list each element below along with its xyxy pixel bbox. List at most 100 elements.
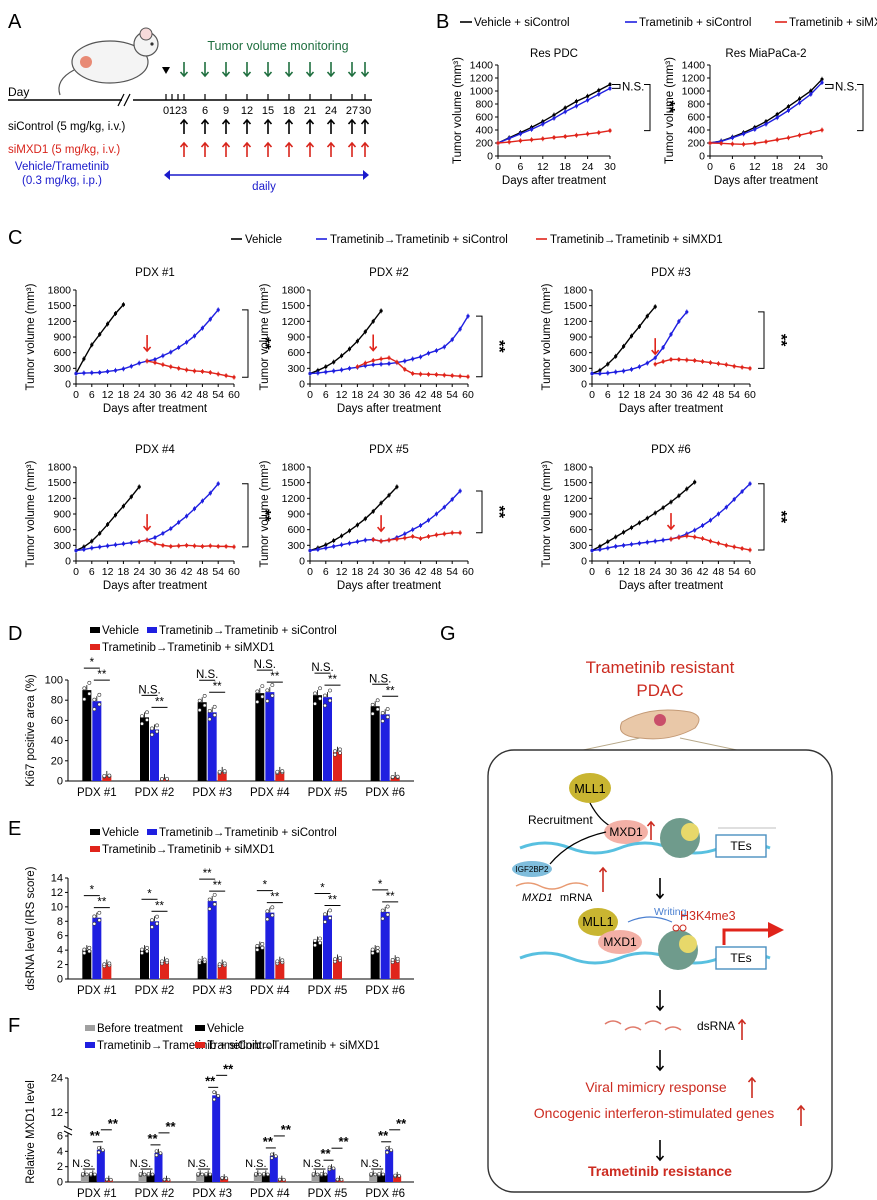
- data-dot: [313, 938, 317, 943]
- sig-label: *: [263, 880, 268, 892]
- data-dot: [328, 688, 332, 693]
- y-tick-label: 0: [581, 379, 587, 391]
- data-dot: [270, 1156, 274, 1160]
- y-tick-label: 60: [51, 715, 63, 727]
- data-dot: [140, 721, 144, 726]
- y-tick-label: 300: [569, 540, 587, 552]
- simxd1-arrow: [179, 141, 189, 148]
- bar: [380, 911, 390, 979]
- sicontrol-arrow: [221, 118, 231, 125]
- x-tick-label: 24: [649, 389, 661, 401]
- y-tick-label: 300: [569, 363, 587, 375]
- bar: [323, 697, 332, 781]
- data-dot: [328, 916, 332, 920]
- x-tick-label: 30: [665, 389, 677, 401]
- data-dot: [197, 958, 202, 963]
- sig-label: N.S.: [196, 669, 218, 681]
- sig-label: **: [256, 509, 273, 522]
- x-tick-label: 6: [323, 389, 329, 401]
- mxd1-label: MXD1: [603, 935, 637, 949]
- y-tick-label: 400: [687, 125, 705, 137]
- y-tick-label: 0: [581, 556, 587, 568]
- legend-label: Before treatment: [97, 1023, 183, 1035]
- x-tick-label: 48: [713, 389, 725, 401]
- panel-letter-e: E: [8, 818, 21, 840]
- day-number: 27: [346, 105, 358, 117]
- ns-bracket: [612, 84, 621, 89]
- x-tick-label: 18: [118, 566, 130, 578]
- flow-arrow: [655, 1155, 665, 1162]
- legend-label: Trametinib→Trametinib + siControl: [159, 625, 337, 637]
- bar: [269, 1155, 278, 1182]
- sig-label: **: [97, 669, 106, 681]
- legend-label: Vehicle: [207, 1023, 244, 1035]
- bar: [369, 1174, 378, 1182]
- sig-label: N.S.: [187, 1158, 208, 1170]
- day-number: 3: [181, 105, 187, 117]
- x-tick-label: 42: [181, 389, 193, 401]
- vehicle-line1: Vehicle/Trametinib: [15, 161, 109, 173]
- x-tick-label: 60: [744, 389, 756, 401]
- y-tick-label: 0: [65, 556, 71, 568]
- legend-swatch: [147, 829, 157, 835]
- dsrna-wave: [644, 1020, 662, 1025]
- data-dot: [319, 1172, 324, 1176]
- y-axis-label: dsRNA level (IRS score): [25, 866, 37, 990]
- y-tick-label: 1000: [470, 86, 494, 98]
- g-title1: Trametinib resistant: [586, 658, 735, 677]
- x-tick-label: 0: [307, 566, 313, 578]
- data-dot: [323, 912, 327, 917]
- y-tick-label: 200: [475, 138, 493, 150]
- data-dot: [82, 951, 87, 955]
- data-dot: [207, 906, 212, 911]
- data-dot: [338, 747, 342, 752]
- data-dot: [150, 726, 154, 731]
- bar: [162, 1179, 171, 1182]
- data-dot: [270, 1152, 274, 1157]
- flow-arrow: [655, 893, 665, 900]
- data-dot: [390, 774, 395, 779]
- y-tick-label: 4: [57, 1146, 63, 1158]
- sicontrol-arrow: [360, 118, 370, 125]
- data-dot: [97, 918, 102, 923]
- data-dot: [154, 1153, 159, 1157]
- data-dot: [155, 723, 159, 728]
- data-dot: [217, 962, 222, 967]
- data-dot: [140, 951, 144, 955]
- sig-label: **: [660, 100, 677, 113]
- x-tick-label: 24: [367, 566, 379, 578]
- dsrna-wave: [664, 1026, 682, 1031]
- x-tick-label: 30: [383, 566, 395, 578]
- series-line: [309, 310, 382, 375]
- data-dot: [255, 947, 260, 952]
- x-tick-label: 18: [634, 566, 646, 578]
- legend-label: Trametinib→Trametinib + siControl: [97, 1040, 275, 1052]
- y-tick-label: 14: [51, 873, 63, 885]
- sig-label: **: [97, 897, 106, 909]
- data-dot: [282, 1177, 286, 1182]
- data-dot: [389, 1148, 393, 1152]
- category-label: PDX #6: [365, 1188, 405, 1200]
- data-dot: [338, 956, 342, 960]
- data-dot: [393, 1173, 397, 1178]
- y-tick-label: 0: [57, 1177, 63, 1189]
- category-label: PDX #2: [135, 985, 175, 997]
- data-dot: [212, 1090, 216, 1095]
- panel-letter-a: A: [8, 11, 22, 33]
- chart-C1: 0 6 12 18 24 30 36 42 48 54 6003006009001200150018…: [25, 267, 240, 415]
- data-dot: [380, 916, 385, 921]
- sig-bracket: [758, 483, 765, 551]
- sicontrol-arrow: [326, 118, 336, 125]
- y-tick-label: 600: [287, 347, 305, 359]
- up-arrow: [747, 1076, 757, 1083]
- up-arrow: [598, 866, 608, 873]
- data-dot: [390, 957, 395, 962]
- chart-title: PDX #5: [369, 444, 409, 456]
- data-dot: [196, 1172, 200, 1176]
- sig-label: N.S.: [138, 684, 160, 696]
- bar: [160, 778, 169, 781]
- x-tick-label: 36: [165, 566, 177, 578]
- bar: [220, 1178, 229, 1182]
- data-dot: [212, 704, 217, 709]
- category-label: PDX #1: [77, 1188, 117, 1200]
